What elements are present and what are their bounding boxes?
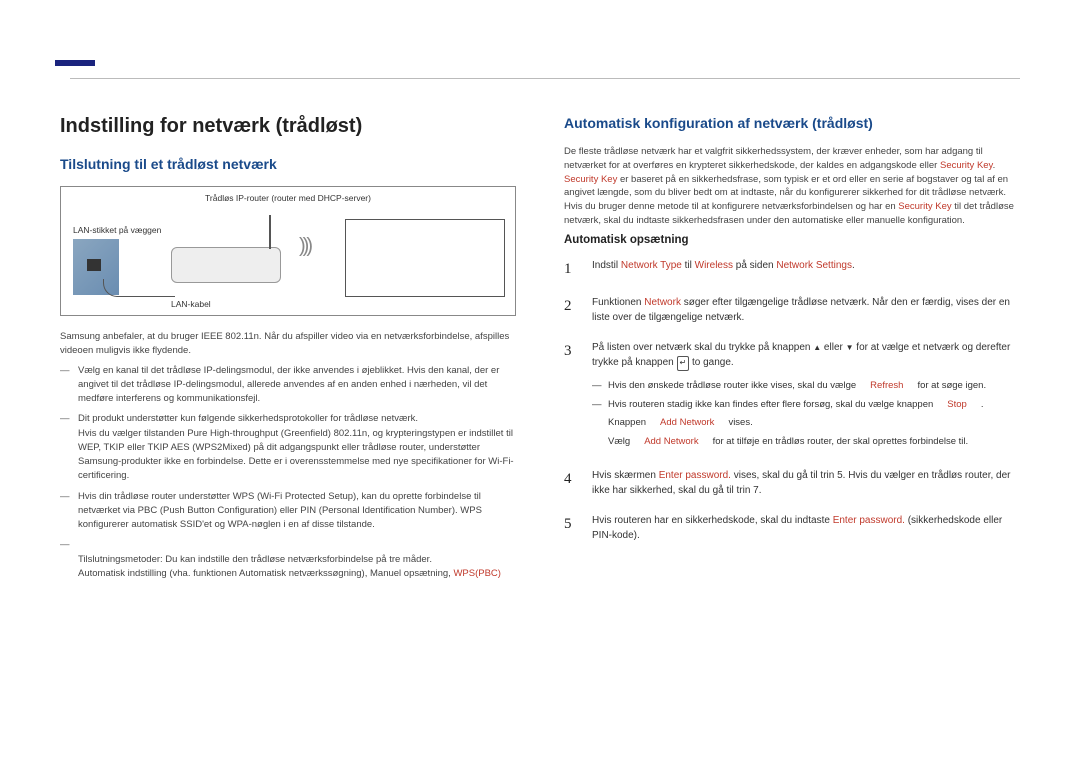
step-item: 1 Indstil Network Type til Wireless på s… <box>564 258 1020 281</box>
note-item: Vælg en kanal til det trådløse IP-deling… <box>60 364 516 407</box>
step-item: 2 Funktionen Network søger efter tilgæng… <box>564 295 1020 326</box>
steps-list: 1 Indstil Network Type til Wireless på s… <box>564 258 1020 544</box>
arrow-up-icon <box>813 342 821 353</box>
notes-list: Vælg en kanal til det trådløse IP-deling… <box>60 364 516 582</box>
step-item: 4 Hvis skærmen Enter password. vises, sk… <box>564 468 1020 499</box>
step-item: 5 Hvis routeren har en sikkerhedskode, s… <box>564 513 1020 544</box>
diagram-antenna <box>269 215 271 249</box>
diagram-router-icon <box>171 247 281 283</box>
brand-bar <box>55 60 95 66</box>
step-number: 5 <box>564 513 578 544</box>
intro-paragraph: Samsung anbefaler, at du bruger IEEE 802… <box>60 330 516 358</box>
step-number: 4 <box>564 468 578 499</box>
step-number: 3 <box>564 340 578 454</box>
substeps-list: Hvis den ønskede trådløse router ikke vi… <box>592 379 1020 450</box>
top-rule <box>70 78 1020 79</box>
note-item: Dit produkt understøtter kun følgende si… <box>60 412 516 483</box>
autoconfig-intro: De fleste trådløse netværk har et valgfr… <box>564 145 1020 228</box>
diagram-cable <box>103 279 175 297</box>
step-item: 3 På listen over netværk skal du trykke … <box>564 340 1020 454</box>
diagram-jack <box>87 259 101 271</box>
network-diagram: Trådløs IP-router (router med DHCP-serve… <box>60 186 516 316</box>
step-number: 2 <box>564 295 578 326</box>
diagram-tv <box>345 219 505 297</box>
diagram-label-router: Trådløs IP-router (router med DHCP-serve… <box>71 193 505 203</box>
section-heading-autoconfig: Automatisk konfiguration af netværk (trå… <box>564 115 1020 131</box>
arrow-down-icon <box>846 342 854 353</box>
step-number: 1 <box>564 258 578 281</box>
substep-item: Vælg Add Network for at tilføje en trådl… <box>592 435 1020 450</box>
substep-item: Hvis routeren stadig ikke kan findes eft… <box>592 398 1020 413</box>
wps-pbc-label: WPS(PBC) <box>453 568 501 579</box>
substep-item: Knappen Add Network vises. <box>592 416 1020 431</box>
enter-icon: ↵ <box>677 356 690 370</box>
note-item: Tilslutningsmetoder: Du kan indstille de… <box>60 538 516 581</box>
substep-item: Hvis den ønskede trådløse router ikke vi… <box>592 379 1020 394</box>
section-heading-connect: Tilslutning til et trådløst netværk <box>60 156 516 172</box>
diagram-label-cable: LAN-kabel <box>171 299 211 309</box>
right-column: Automatisk konfiguration af netværk (trå… <box>564 115 1020 587</box>
note-item: Hvis din trådløse router understøtter WP… <box>60 490 516 533</box>
page-title: Indstilling for netværk (trådløst) <box>60 115 516 138</box>
diagram-wifi-waves: ))) <box>299 235 310 258</box>
diagram-label-lan-jack: LAN-stikket på væggen <box>73 225 161 235</box>
subsection-heading-autosetup: Automatisk opsætning <box>564 234 1020 246</box>
left-column: Indstilling for netværk (trådløst) Tilsl… <box>60 115 516 587</box>
